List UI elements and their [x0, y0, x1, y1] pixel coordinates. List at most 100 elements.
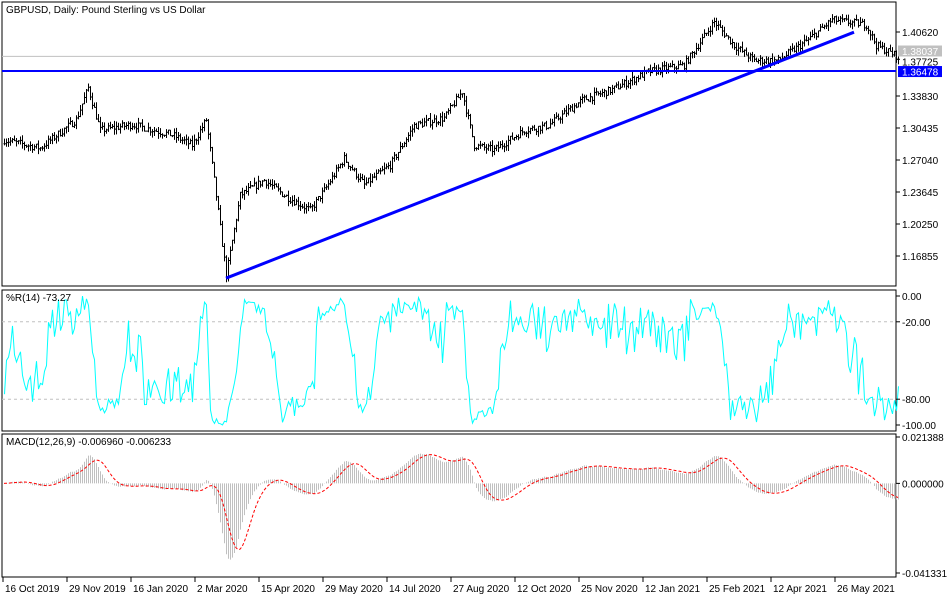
price-bar: [807, 36, 810, 46]
price-bar: [595, 87, 598, 96]
price-bar: [159, 128, 162, 138]
price-bar: [867, 25, 870, 35]
price-bar: [623, 79, 626, 88]
price-bar: [111, 124, 114, 129]
price-bar: [107, 122, 110, 132]
price-bar: [307, 202, 310, 212]
price-bar: [295, 198, 298, 206]
date-tick-label: 12 Oct 2020: [517, 584, 572, 595]
date-tick-label: 14 Jul 2020: [389, 584, 441, 595]
price-bar: [689, 52, 692, 65]
price-bar: [407, 132, 410, 143]
price-bar: [149, 126, 152, 136]
price-bar: [861, 18, 864, 23]
price-bar: [119, 123, 122, 134]
price-bar: [139, 122, 142, 128]
date-tick-label: 27 Aug 2020: [453, 584, 510, 595]
price-bar: [449, 102, 452, 114]
price-bar: [575, 103, 578, 109]
price-bar: [789, 45, 792, 56]
price-bar: [459, 89, 462, 101]
price-bar: [799, 39, 802, 53]
price-bar: [171, 135, 174, 138]
price-bar: [419, 120, 422, 125]
price-bar: [609, 86, 612, 96]
price-bar: [153, 127, 156, 137]
price-bar: [707, 27, 710, 36]
axes: 1.40620 1.37725 1.33830 1.30435 1.27040 1.236…: [2, 28, 947, 595]
price-bar: [585, 94, 588, 101]
price-bar: [85, 89, 88, 103]
price-bar: [577, 102, 580, 108]
price-bar: [391, 156, 394, 173]
price-bar: [845, 14, 848, 21]
price-bar: [691, 50, 694, 59]
price-bar: [81, 103, 84, 116]
price-bar: [631, 71, 634, 86]
price-bar: [269, 179, 272, 187]
price-bar: [521, 127, 524, 136]
price-bar: [627, 80, 630, 89]
price-bar: [693, 51, 696, 59]
price-bar: [687, 56, 690, 65]
price-bar: [113, 120, 116, 135]
price-bar: [231, 239, 234, 251]
price-bar: [297, 196, 300, 211]
price-bar: [177, 132, 180, 141]
price-bar: [371, 174, 374, 184]
price-bar: [311, 204, 314, 212]
price-bar: [725, 33, 728, 37]
price-bar: [731, 38, 734, 49]
price-bar: [329, 178, 332, 186]
price-bar: [679, 60, 682, 66]
price-bar: [495, 144, 498, 152]
williams-r-pane[interactable]: [1, 289, 899, 432]
price-bar: [729, 36, 732, 45]
price-bar: [871, 30, 874, 41]
price-bar: [341, 162, 344, 169]
price-bar: [137, 117, 140, 133]
price-bar: [303, 202, 306, 214]
price-tick-label: 1.30435: [902, 124, 939, 135]
price-bar: [195, 138, 198, 145]
price-bar: [55, 134, 58, 144]
price-bar: [109, 121, 112, 130]
price-bar: [619, 83, 622, 90]
macd-pane[interactable]: [1, 433, 899, 578]
price-bar: [223, 243, 226, 262]
price-bar: [877, 41, 880, 52]
price-bar: [71, 120, 74, 128]
price-bar: [57, 130, 60, 142]
price-bar: [217, 195, 220, 211]
price-bar: [589, 92, 592, 103]
price-bar: [847, 14, 850, 27]
price-bar: [551, 118, 554, 125]
price-bar: [359, 173, 362, 183]
price-bar: [103, 122, 106, 137]
price-bar: [563, 107, 566, 115]
price-bar: [513, 136, 516, 141]
price-bar: [163, 134, 166, 137]
price-bar: [605, 90, 608, 100]
price-bar: [379, 167, 382, 175]
price-bar: [639, 71, 642, 80]
price-bar: [23, 141, 26, 151]
price-bar: [579, 96, 582, 108]
price-bar: [873, 33, 876, 45]
price-bar: [375, 169, 378, 181]
price-bar: [179, 133, 182, 144]
price-bar: [491, 140, 494, 157]
price-bar: [251, 185, 254, 187]
price-bar: [583, 94, 586, 103]
price-bar: [593, 87, 596, 105]
price-bar: [183, 136, 186, 145]
price-bar: [361, 173, 364, 181]
price-bar: [393, 151, 396, 162]
price-pane[interactable]: [1, 1, 900, 287]
price-bar: [397, 151, 400, 161]
price-bar: [173, 128, 176, 140]
price-bar: [281, 191, 284, 198]
price-bar: [271, 179, 274, 190]
price-bar: [881, 41, 884, 50]
